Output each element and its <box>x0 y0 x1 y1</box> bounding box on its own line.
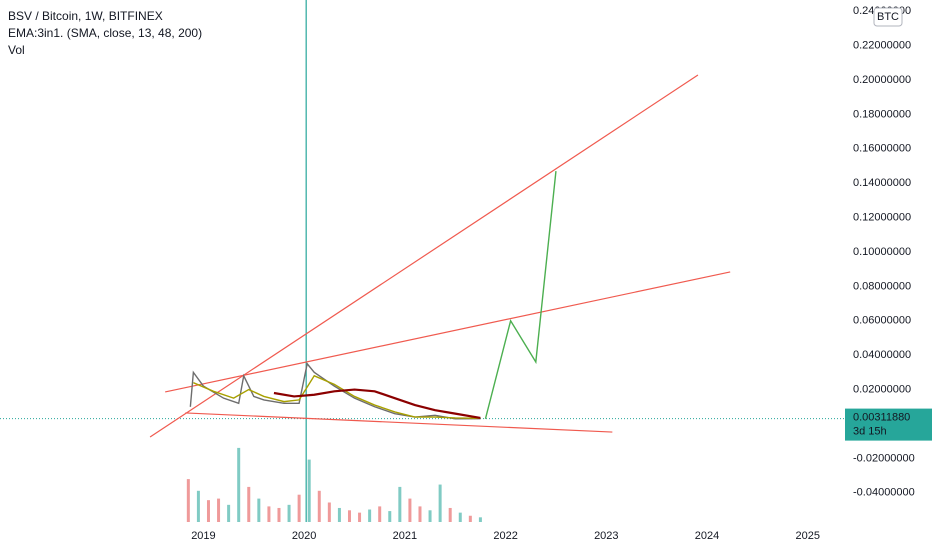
volume-bar <box>478 517 482 522</box>
volume-bar <box>217 498 221 522</box>
volume-bar <box>337 507 341 522</box>
y-tick-label: 0.06000000 <box>853 315 911 327</box>
volume-bar <box>347 510 351 522</box>
y-tick-label: 0.20000000 <box>853 74 911 86</box>
volume-bar <box>378 506 382 522</box>
series-line <box>273 388 481 420</box>
trendline <box>185 412 613 433</box>
currency-badge <box>873 7 903 27</box>
volume-bar <box>186 479 190 522</box>
volume-bar <box>368 509 372 522</box>
volume-bar <box>227 504 231 522</box>
x-tick-label: 2023 <box>594 530 618 542</box>
volume-bar <box>428 510 432 522</box>
y-tick-label: 0.18000000 <box>853 108 911 120</box>
chart-title: BSV / Bitcoin, 1W, BITFINEX <box>8 9 163 23</box>
x-tick-label: 2020 <box>292 530 316 542</box>
last-price-label: 0.00311880 <box>853 412 910 424</box>
y-tick-label: 0.02000000 <box>853 383 911 395</box>
volume-bar <box>307 459 311 522</box>
x-tick-label: 2022 <box>493 530 517 542</box>
y-tick-label: 0.08000000 <box>853 280 911 292</box>
y-tick-label: -0.02000000 <box>853 452 915 464</box>
series-line <box>193 374 481 419</box>
y-tick-label: 0.14000000 <box>853 177 911 189</box>
trendline <box>149 74 699 438</box>
x-tick-label: 2021 <box>393 530 417 542</box>
y-tick-label: -0.04000000 <box>853 487 915 499</box>
volume-bar <box>438 484 442 522</box>
volume-bar <box>458 512 462 522</box>
trendline <box>165 271 731 393</box>
y-tick-label: 0.22000000 <box>853 39 911 51</box>
indicator-label: EMA:3in1. (SMA, close, 13, 48, 200) <box>8 26 202 40</box>
volume-bar <box>287 504 291 522</box>
volume-label: Vol <box>8 43 25 57</box>
volume-bar <box>317 490 321 522</box>
volume-bar <box>388 511 392 522</box>
volume-bar <box>468 515 472 522</box>
currency-label: BTC <box>877 11 899 23</box>
volume-bar <box>398 486 402 522</box>
y-tick-label: 0.04000000 <box>853 349 911 361</box>
last-price-box <box>845 408 932 441</box>
volume-bar <box>257 498 261 522</box>
volume-bar <box>237 447 241 522</box>
volume-bar <box>267 506 271 522</box>
y-tick-label: 0.12000000 <box>853 211 911 223</box>
volume-bar <box>277 507 281 522</box>
x-tick-label: 2019 <box>191 530 215 542</box>
volume-bar <box>297 494 301 522</box>
volume-bar <box>196 490 200 522</box>
volume-bar <box>206 500 210 522</box>
x-tick-label: 2025 <box>795 530 819 542</box>
volume-bar <box>408 498 412 522</box>
x-tick-label: 2024 <box>695 530 719 542</box>
series-line <box>484 171 557 419</box>
volume-bar <box>247 486 251 522</box>
volume-bar <box>327 502 331 522</box>
y-tick-label: 0.10000000 <box>853 246 911 258</box>
y-tick-label: 0.16000000 <box>853 143 911 155</box>
countdown-label: 3d 15h <box>853 426 887 438</box>
volume-bar <box>418 506 422 522</box>
volume-bar <box>448 507 452 522</box>
volume-bar <box>358 512 362 522</box>
